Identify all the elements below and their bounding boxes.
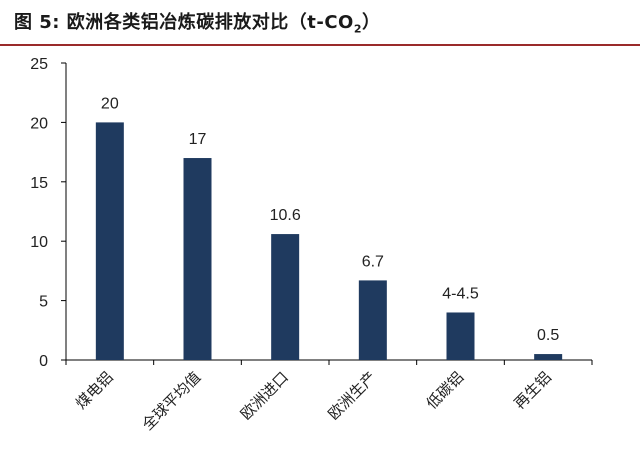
bar [271, 234, 300, 360]
data-label: 4-4.5 [442, 285, 479, 302]
y-tick-label: 15 [30, 175, 48, 192]
y-tick-label: 0 [39, 353, 48, 370]
data-label: 20 [101, 95, 119, 112]
bar [446, 312, 475, 360]
category-label: 欧洲进口 [238, 369, 292, 423]
data-label: 17 [189, 131, 207, 148]
data-label: 6.7 [362, 253, 384, 270]
header-divider [0, 44, 640, 46]
category-label: 欧洲生产 [325, 369, 379, 423]
bar [358, 280, 387, 360]
category-label: 再生铝 [511, 369, 555, 413]
data-label: 0.5 [537, 327, 559, 344]
y-tick-label: 20 [30, 115, 48, 132]
bar [183, 158, 212, 360]
data-label: 10.6 [270, 207, 301, 224]
y-tick-label: 25 [30, 56, 48, 73]
category-label: 煤电铝 [73, 369, 117, 413]
bar [534, 354, 563, 360]
y-tick-label: 10 [30, 234, 48, 251]
category-label: 低碳铝 [423, 369, 467, 413]
category-label: 全球平均值 [139, 368, 205, 434]
title-subscript: 2 [353, 22, 362, 36]
figure-title: 图 5: 欧洲各类铝冶炼碳排放对比（t-CO2） [14, 12, 381, 36]
figure-header: 图 5: 欧洲各类铝冶炼碳排放对比（t-CO2） [0, 0, 640, 44]
bar [95, 122, 124, 361]
y-tick-label: 5 [39, 294, 48, 311]
